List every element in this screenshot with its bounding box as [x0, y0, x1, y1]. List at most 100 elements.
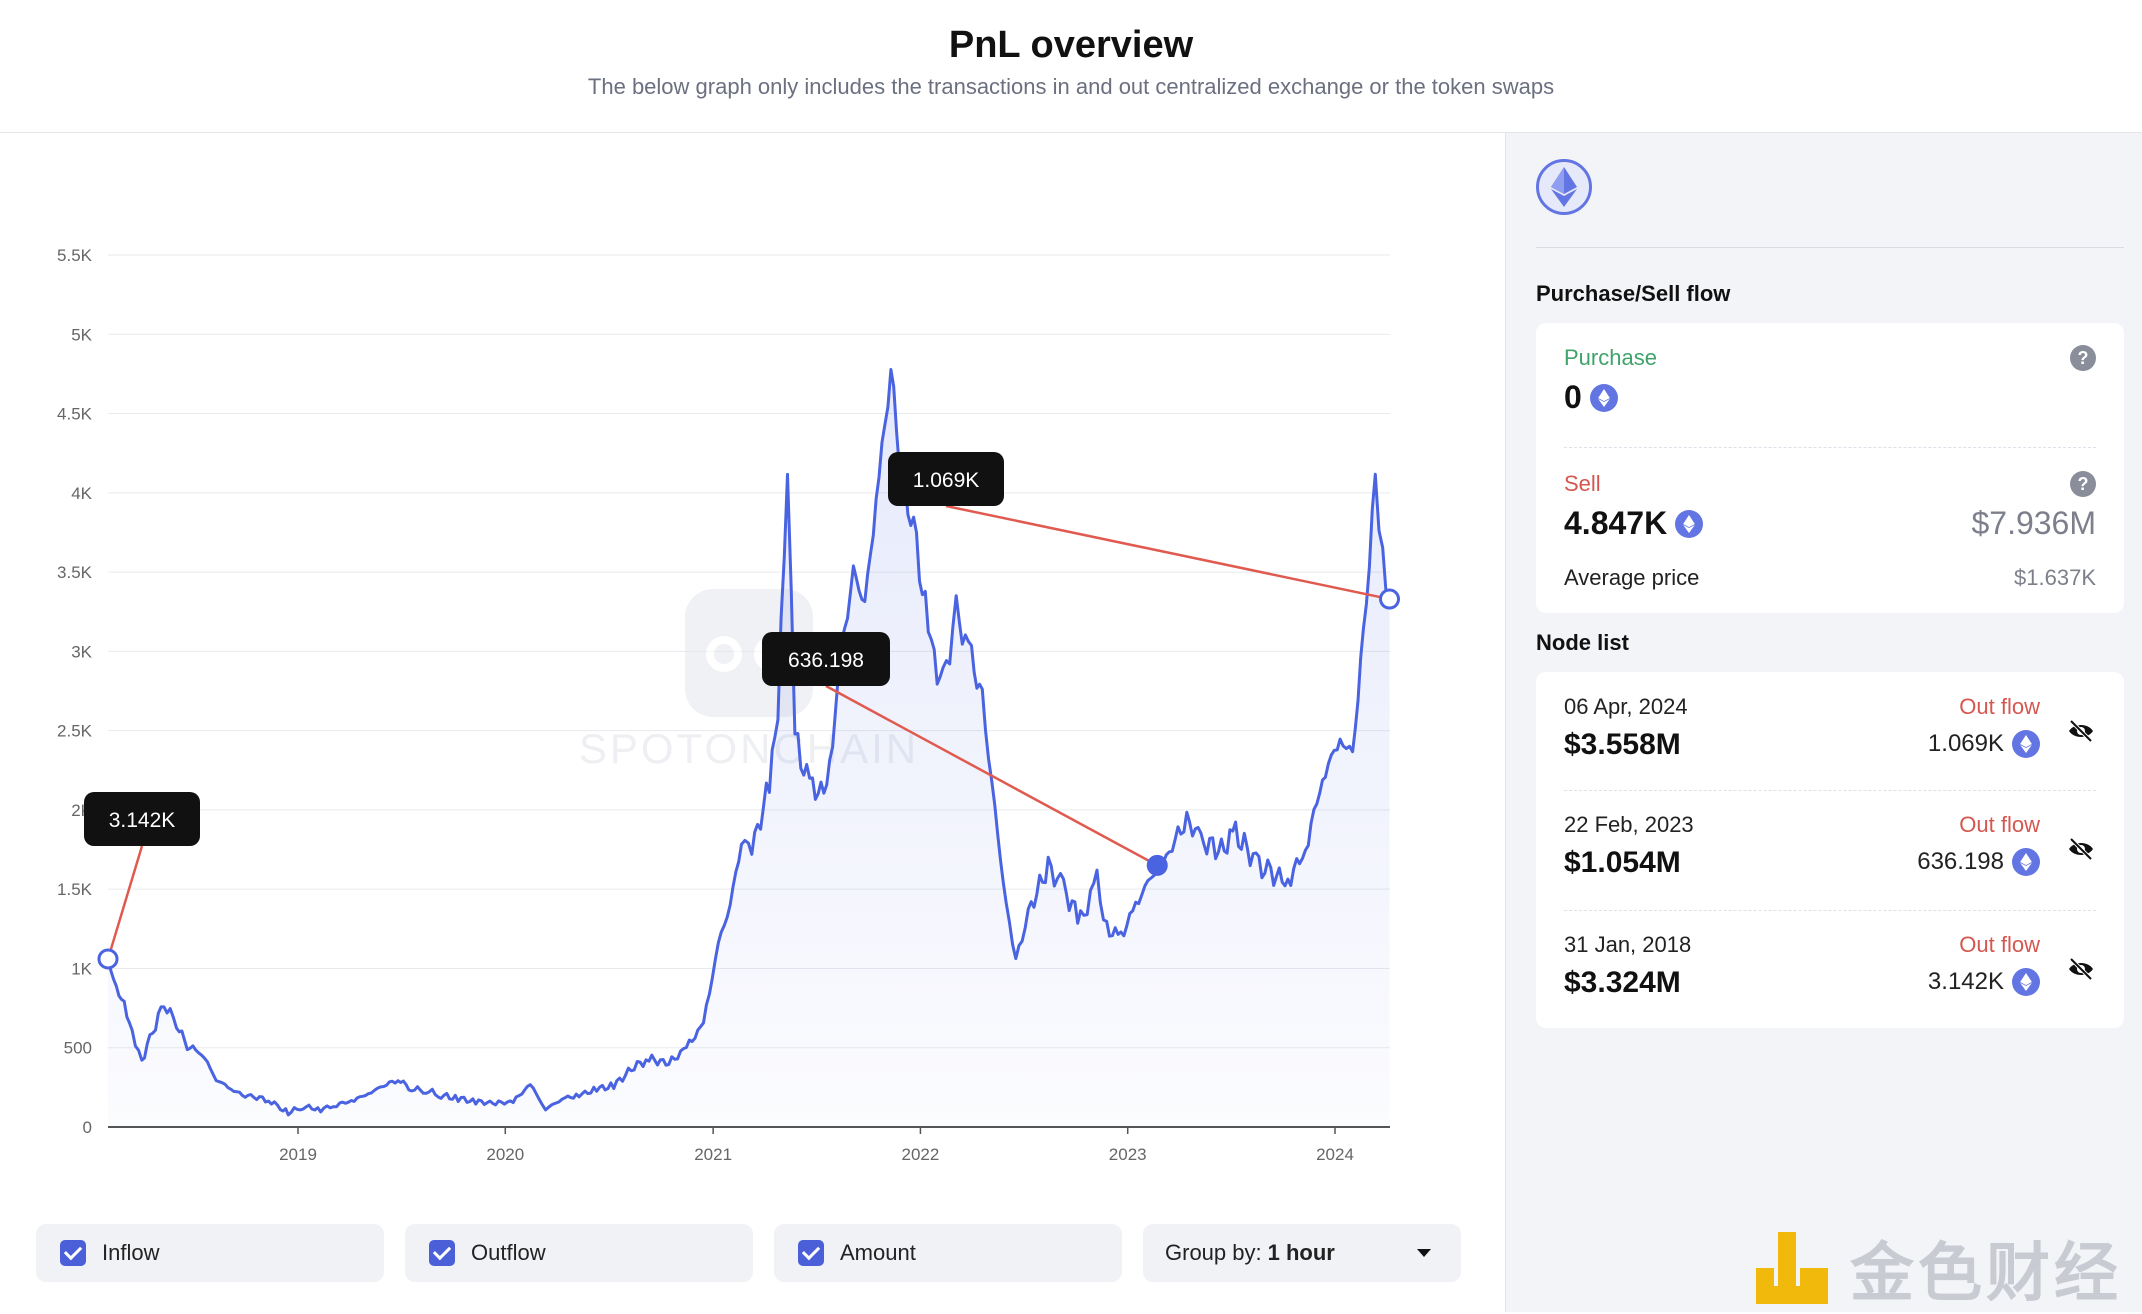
y-tick-label: 1.5K [57, 880, 93, 899]
card-separator [1564, 447, 2096, 448]
node-usd: $3.558M [1564, 728, 1681, 761]
outflow-checkbox[interactable] [429, 1240, 455, 1266]
annotation-box [888, 452, 1004, 506]
eye-off-icon[interactable] [2066, 716, 2096, 746]
node-amount-value: 3.142K [1927, 968, 2004, 995]
purchase-sell-title: Purchase/Sell flow [1536, 281, 1731, 306]
sell-usd: $7.936M [1971, 505, 2096, 541]
annotation: 636.198 [762, 632, 1168, 876]
annotation-label: 1.069K [913, 469, 980, 492]
node-flow: Out flow [1959, 812, 2040, 837]
node-list-card: 06 Apr, 2024 $3.558M Out flow 1.069K 22 … [1536, 672, 2124, 1028]
eth-badge-icon [2012, 730, 2040, 758]
inflow-toggle[interactable]: Inflow [36, 1224, 384, 1282]
node-item[interactable]: 06 Apr, 2024 $3.558M Out flow 1.069K [1564, 672, 2096, 790]
y-tick-label: 5K [71, 325, 92, 344]
node-date: 06 Apr, 2024 [1564, 694, 1688, 719]
sidebar: Purchase/Sell flow Purchase ? 0 Sell ? 4… [1506, 133, 2142, 1312]
node-amount: 636.198 [1917, 848, 2040, 876]
node-item[interactable]: 22 Feb, 2023 $1.054M Out flow 636.198 [1564, 790, 2096, 910]
panel-divider [1505, 133, 1506, 1312]
y-tick-label: 3K [71, 642, 92, 661]
annotation-marker [97, 948, 119, 970]
node-amount-value: 636.198 [1917, 848, 2004, 875]
purchase-label: Purchase [1564, 345, 1657, 370]
eth-badge-icon [2012, 848, 2040, 876]
eth-badge-icon [1675, 509, 1704, 538]
page-header: PnL overview The below graph only includ… [0, 0, 2142, 133]
series-area [108, 369, 1390, 1127]
help-icon[interactable]: ? [2070, 471, 2096, 497]
eye-off-icon[interactable] [2066, 834, 2096, 864]
node-item[interactable]: 31 Jan, 2018 $3.324M Out flow 3.142K [1564, 910, 2096, 1028]
node-flow: Out flow [1959, 694, 2040, 719]
annotation-marker [1146, 854, 1168, 876]
annotation: 3.142K [84, 792, 200, 970]
chevron-down-icon [1417, 1249, 1431, 1257]
x-tick-label: 2020 [486, 1145, 524, 1164]
purchase-sell-card: Purchase ? 0 Sell ? 4.847K $7.936M Avera… [1536, 323, 2124, 613]
annotation-label: 636.198 [788, 649, 864, 672]
ethereum-icon [1536, 159, 1592, 215]
node-list-title: Node list [1536, 630, 1629, 655]
y-tick-label: 4.5K [57, 405, 93, 424]
node-flow: Out flow [1959, 932, 2040, 957]
x-tick-label: 2024 [1316, 1145, 1354, 1164]
annotation-marker [1379, 588, 1401, 610]
x-tick-label: 2023 [1109, 1145, 1147, 1164]
outflow-label: Outflow [471, 1240, 546, 1265]
eth-badge-icon [1589, 383, 1618, 412]
average-price-value: $1.637K [2014, 565, 2096, 590]
node-amount: 3.142K [1928, 968, 2040, 996]
y-tick-label: 5.5K [57, 246, 93, 265]
jinse-watermark-text: 金色财经 [1850, 1237, 2122, 1309]
annotation: 1.069K [888, 452, 1401, 610]
node-date: 31 Jan, 2018 [1564, 932, 1692, 957]
y-tick-label: 4K [71, 484, 92, 503]
group-by-prefix: Group by: [1165, 1240, 1262, 1265]
jinse-watermark: 金色财经 [1752, 1222, 2122, 1314]
series-line [106, 368, 1391, 1117]
annotation-leader [945, 504, 1390, 601]
purchase-value: 0 [1564, 379, 1582, 415]
node-separator [1564, 910, 2096, 911]
inflow-checkbox[interactable] [60, 1240, 86, 1266]
purchase-amount: 0 [1564, 379, 2096, 416]
eye-off-icon[interactable] [2066, 954, 2096, 984]
x-tick-label: 2019 [279, 1145, 317, 1164]
y-tick-label: 0 [83, 1118, 92, 1137]
annotation-label: 3.142K [109, 809, 176, 832]
y-tick-label: 1K [71, 959, 92, 978]
amount-checkbox[interactable] [798, 1240, 824, 1266]
sell-value: 4.847K [1564, 505, 1668, 541]
average-price-label: Average price [1564, 565, 1700, 590]
x-tick-label: 2021 [694, 1145, 732, 1164]
node-date: 22 Feb, 2023 [1564, 812, 1694, 837]
annotation-box [84, 792, 200, 846]
node-separator [1564, 790, 2096, 791]
group-by-value: 1 hour [1267, 1240, 1335, 1265]
help-icon[interactable]: ? [2070, 345, 2096, 371]
y-tick-label: 3.5K [57, 563, 93, 582]
page-subtitle: The below graph only includes the transa… [587, 74, 1555, 99]
amount-label: Amount [840, 1240, 916, 1265]
y-tick-label: 500 [64, 1039, 92, 1058]
node-amount: 1.069K [1928, 730, 2040, 758]
sell-amount: 4.847K $7.936M [1564, 505, 2096, 542]
sidebar-divider [1536, 247, 2124, 248]
outflow-toggle[interactable]: Outflow [405, 1224, 753, 1282]
node-amount-value: 1.069K [1927, 730, 2004, 757]
x-tick-label: 2022 [902, 1145, 940, 1164]
page-title: PnL overview [948, 24, 1194, 66]
sell-label: Sell [1564, 471, 1601, 496]
group-by-select[interactable]: Group by: 1 hour [1143, 1224, 1461, 1282]
y-tick-label: 2.5K [57, 722, 93, 741]
eth-badge-icon [2012, 968, 2040, 996]
amount-toggle[interactable]: Amount [774, 1224, 1122, 1282]
annotation-leader [825, 684, 1158, 867]
annotation-leader [106, 845, 144, 960]
node-usd: $3.324M [1564, 966, 1681, 999]
chart-controls: Inflow Outflow Amount Group by: 1 hour [0, 1224, 1505, 1284]
inflow-label: Inflow [102, 1240, 160, 1265]
